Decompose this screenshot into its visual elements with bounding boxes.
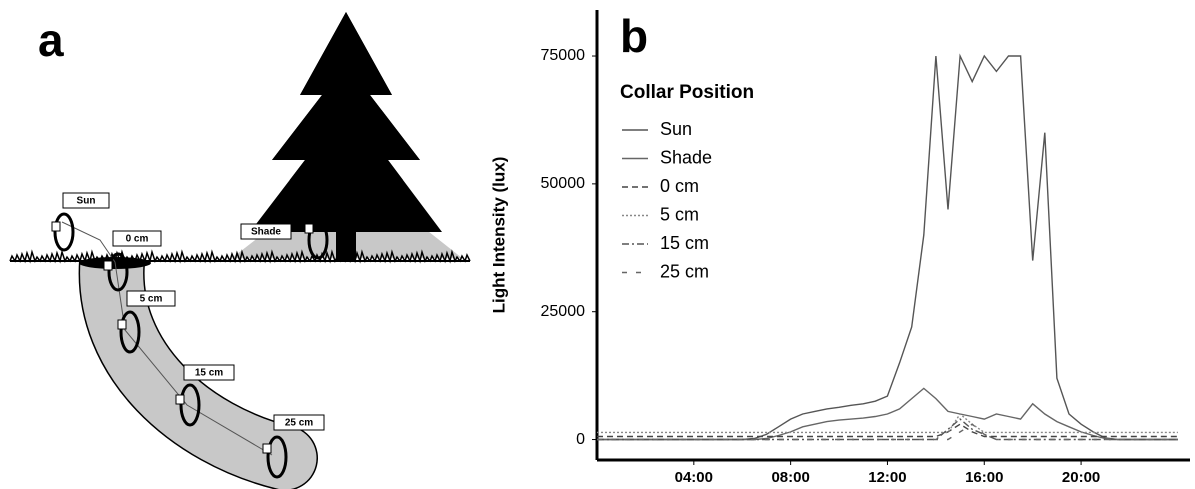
legend-label: Shade: [660, 147, 712, 167]
x-tick-label: 04:00: [675, 469, 713, 486]
tag: [262, 443, 272, 454]
tree: [250, 12, 442, 232]
collar: [53, 212, 75, 252]
legend-title: Collar Position: [620, 82, 754, 103]
y-tick-label: 0: [576, 431, 585, 448]
grass: [9, 249, 471, 264]
panel-label: b: [620, 10, 648, 62]
tag: [117, 319, 127, 330]
collars: [53, 212, 329, 479]
cable: [61, 221, 273, 456]
series-line: [597, 412, 1178, 434]
tag: [103, 260, 113, 271]
label: 5 cm: [140, 294, 163, 305]
legend-label: Sun: [660, 119, 692, 139]
label-box: [62, 192, 110, 209]
label-box: [273, 414, 325, 431]
series-line: [597, 423, 1178, 441]
legend-label: 5 cm: [660, 204, 699, 224]
label: 0 cm: [126, 234, 149, 245]
x-tick-label: 20:00: [1062, 469, 1100, 486]
y-tick-label: 50000: [541, 175, 586, 192]
collar: [119, 310, 141, 354]
label: Shade: [251, 227, 281, 238]
tag: [304, 223, 314, 234]
panel-a: a Sun: [0, 12, 471, 489]
series-line: [597, 423, 1178, 438]
y-tick-label: 25000: [541, 303, 586, 320]
x-tick-label: 16:00: [965, 469, 1003, 486]
label: Sun: [77, 196, 96, 207]
collar: [107, 252, 129, 292]
x-tick-label: 08:00: [771, 469, 809, 486]
y-tick-label: 75000: [541, 47, 586, 64]
legend-label: 15 cm: [660, 233, 709, 253]
collar: [179, 383, 201, 427]
label: 25 cm: [285, 418, 313, 429]
panel-b: b Light Intensity (lux) Collar Position: [489, 10, 754, 313]
label-box: [240, 223, 292, 240]
label-box: [112, 230, 162, 247]
tube: [80, 230, 317, 489]
y-axis-label: Light Intensity (lux): [489, 157, 508, 314]
collar: [266, 435, 288, 479]
tag: [51, 221, 61, 232]
tags: [51, 221, 314, 454]
legend-label: 0 cm: [660, 176, 699, 196]
legend-label: 25 cm: [660, 261, 709, 281]
label-box: [183, 364, 235, 381]
label: 15 cm: [195, 368, 223, 379]
tag: [175, 394, 185, 405]
collar: [307, 220, 329, 260]
x-tick-label: 12:00: [868, 469, 906, 486]
label-boxes: Sun 0 cm 5 cm 15 cm 25 cm Shade: [62, 192, 325, 431]
panel-label: a: [38, 14, 64, 66]
label-box: [126, 290, 176, 307]
